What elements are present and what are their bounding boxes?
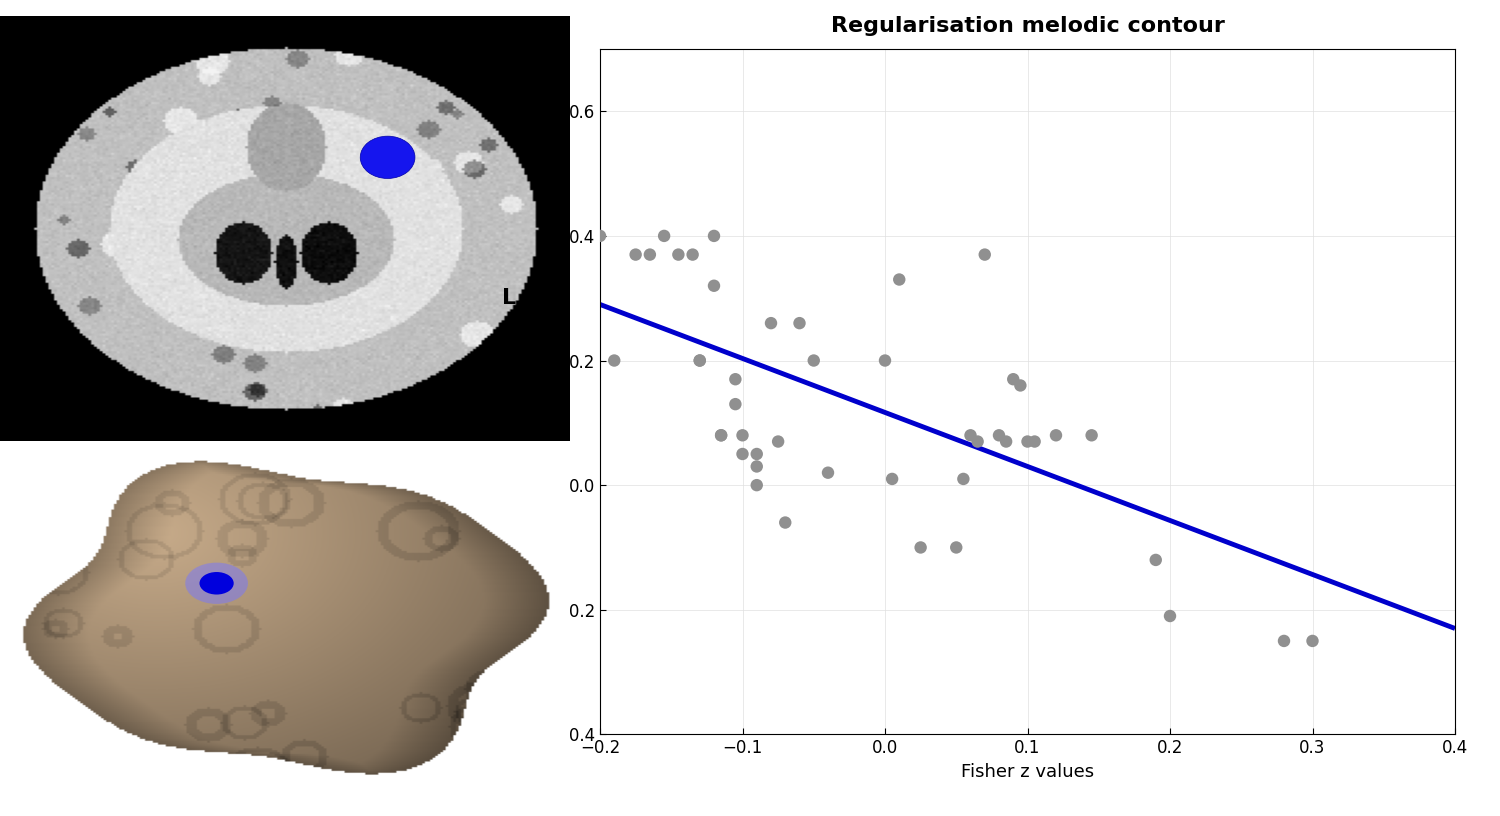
Point (1272, 634, 1296, 647)
Point (1002, 373, 1026, 386)
Text: L: L (501, 288, 516, 308)
Point (624, 248, 648, 261)
X-axis label: Fisher z values: Fisher z values (962, 763, 1094, 781)
Point (958, 428, 982, 441)
Point (759, 317, 783, 330)
Point (1300, 634, 1324, 647)
Point (766, 435, 790, 448)
Point (652, 229, 676, 242)
Point (774, 516, 798, 529)
Y-axis label: Inverse Shannon entropy: Inverse Shannon entropy (531, 278, 549, 505)
Point (987, 428, 1011, 441)
Point (972, 248, 996, 261)
Point (1008, 379, 1032, 392)
Point (788, 317, 812, 330)
Point (1080, 428, 1104, 441)
Point (880, 472, 904, 486)
Point (702, 229, 726, 242)
Point (723, 373, 747, 386)
Title: Regularisation melodic contour: Regularisation melodic contour (831, 16, 1224, 36)
Point (801, 354, 825, 367)
Circle shape (186, 563, 248, 604)
Point (873, 354, 897, 367)
Point (888, 273, 912, 286)
Point (702, 279, 726, 292)
Point (994, 435, 1018, 448)
Point (909, 541, 933, 554)
Point (638, 248, 662, 261)
Point (710, 428, 734, 441)
Point (1143, 553, 1167, 566)
Point (687, 354, 711, 367)
Point (723, 397, 747, 410)
Point (588, 229, 612, 242)
Point (1016, 435, 1040, 448)
Point (1044, 428, 1068, 441)
Point (681, 248, 705, 261)
Text: R: R (22, 288, 40, 308)
Point (1023, 435, 1047, 448)
Point (744, 460, 768, 473)
Point (744, 479, 768, 492)
Point (730, 428, 754, 441)
Point (744, 447, 768, 460)
Point (945, 541, 969, 554)
Point (687, 354, 711, 367)
Point (666, 248, 690, 261)
Point (1158, 610, 1182, 623)
Point (602, 354, 627, 367)
Point (730, 447, 754, 460)
Point (951, 472, 975, 486)
Point (816, 466, 840, 479)
Point (966, 435, 990, 448)
Circle shape (200, 572, 234, 595)
Point (710, 428, 734, 441)
Circle shape (360, 136, 416, 179)
